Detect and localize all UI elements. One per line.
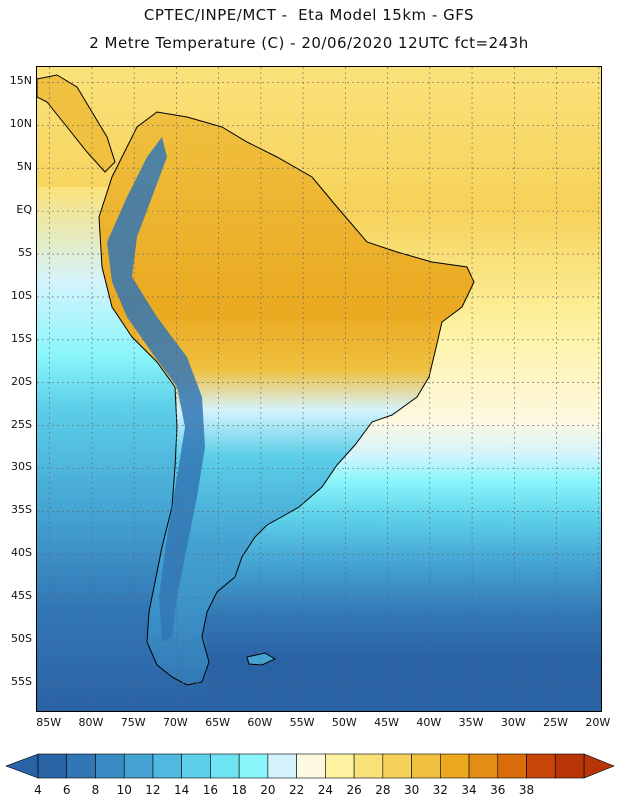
lat-label: 45S — [11, 589, 32, 603]
lat-label: EQ — [16, 203, 32, 217]
lat-label: 15S — [11, 331, 32, 345]
lat-label: 35S — [11, 503, 32, 517]
temperature-map — [37, 67, 601, 711]
lon-label: 20W — [585, 716, 611, 729]
lon-label: 45W — [374, 716, 400, 729]
colorbar-high-arrow — [583, 753, 615, 779]
lat-label: 25S — [11, 417, 32, 431]
central-america-land — [37, 74, 116, 173]
colorbar-swatch — [353, 753, 384, 779]
colorbar-tick-label: 10 — [116, 783, 132, 797]
lon-label: 25W — [543, 716, 568, 729]
lat-label: 55S — [11, 674, 32, 688]
colorbar-low-arrow — [5, 753, 39, 779]
lon-label: 40W — [416, 716, 442, 729]
lon-label: 55W — [289, 716, 315, 729]
colorbar-swatches — [5, 753, 615, 779]
colorbar-swatch — [468, 753, 499, 779]
colorbar-tick-label: 38 — [518, 783, 535, 797]
colorbar-tick-label: 6 — [62, 783, 71, 797]
colorbar-tick-label: 8 — [91, 783, 100, 797]
colorbar-swatch — [382, 753, 412, 779]
map-panel — [36, 66, 602, 712]
colorbar-swatch — [554, 753, 585, 779]
andes-cold-band — [107, 137, 205, 642]
lon-label: 85W — [36, 716, 62, 729]
south-america-land — [98, 111, 475, 686]
lat-label: 40S — [11, 546, 32, 560]
lat-label: 10S — [11, 288, 32, 302]
colorbar-tick-label: 20 — [260, 783, 276, 797]
lat-label: 30S — [11, 460, 32, 474]
colorbar-tick-label: 4 — [34, 783, 42, 797]
colorbar-tick-label: 26 — [346, 783, 362, 797]
lat-label: 15N — [9, 74, 32, 88]
colorbar-tick-label: 22 — [288, 783, 305, 797]
colorbar-tick-label: 12 — [145, 783, 161, 797]
lat-label: 10N — [9, 117, 32, 131]
colorbar-tick-label: 14 — [174, 783, 190, 797]
lat-label: 20S — [11, 374, 32, 388]
colorbar-swatch — [497, 753, 527, 779]
colorbar-swatch — [37, 753, 68, 779]
colorbar-swatch — [181, 753, 211, 779]
title-line-1: CPTEC/INPE/MCT - Eta Model 15km - GFS — [143, 6, 475, 24]
title-line-2: 2 Metre Temperature (C) - 20/06/2020 12U… — [89, 34, 529, 52]
colorbar-swatch — [296, 753, 326, 779]
lon-label: 50W — [331, 716, 357, 729]
colorbar-swatch — [526, 753, 556, 779]
colorbar-swatch — [66, 753, 96, 779]
graticule — [37, 67, 601, 711]
lon-label: 75W — [120, 716, 146, 729]
colorbar-swatch — [95, 753, 125, 779]
colorbar-swatch — [123, 753, 154, 779]
colorbar-tick-label: 34 — [461, 783, 477, 797]
colorbar-swatch — [210, 753, 240, 779]
colorbar-swatch — [411, 753, 441, 779]
lon-label: 65W — [205, 716, 231, 729]
lat-label: 5S — [18, 246, 32, 260]
lon-label: 80W — [78, 716, 104, 729]
colorbar-tick-label: 30 — [403, 783, 420, 797]
lat-label: 5N — [16, 160, 32, 174]
lon-label: 35W — [458, 716, 484, 729]
colorbar-swatch — [325, 753, 355, 779]
lat-label: 50S — [11, 632, 32, 646]
colorbar-swatch — [267, 753, 297, 779]
lon-label: 70W — [162, 716, 188, 729]
colorbar-tick-label: 36 — [490, 783, 506, 797]
colorbar-swatch — [440, 753, 470, 779]
colorbar-tick-label: 28 — [375, 783, 391, 797]
lon-label: 30W — [500, 716, 526, 729]
colorbar-tick-label: 24 — [317, 783, 333, 797]
colorbar-tick-label: 18 — [231, 783, 247, 797]
colorbar-tick-label: 16 — [202, 783, 219, 797]
colorbar-swatch — [152, 753, 182, 779]
lon-label: 60W — [247, 716, 273, 729]
colorbar-tick-label: 32 — [432, 783, 448, 797]
colorbar-swatch — [238, 753, 269, 779]
